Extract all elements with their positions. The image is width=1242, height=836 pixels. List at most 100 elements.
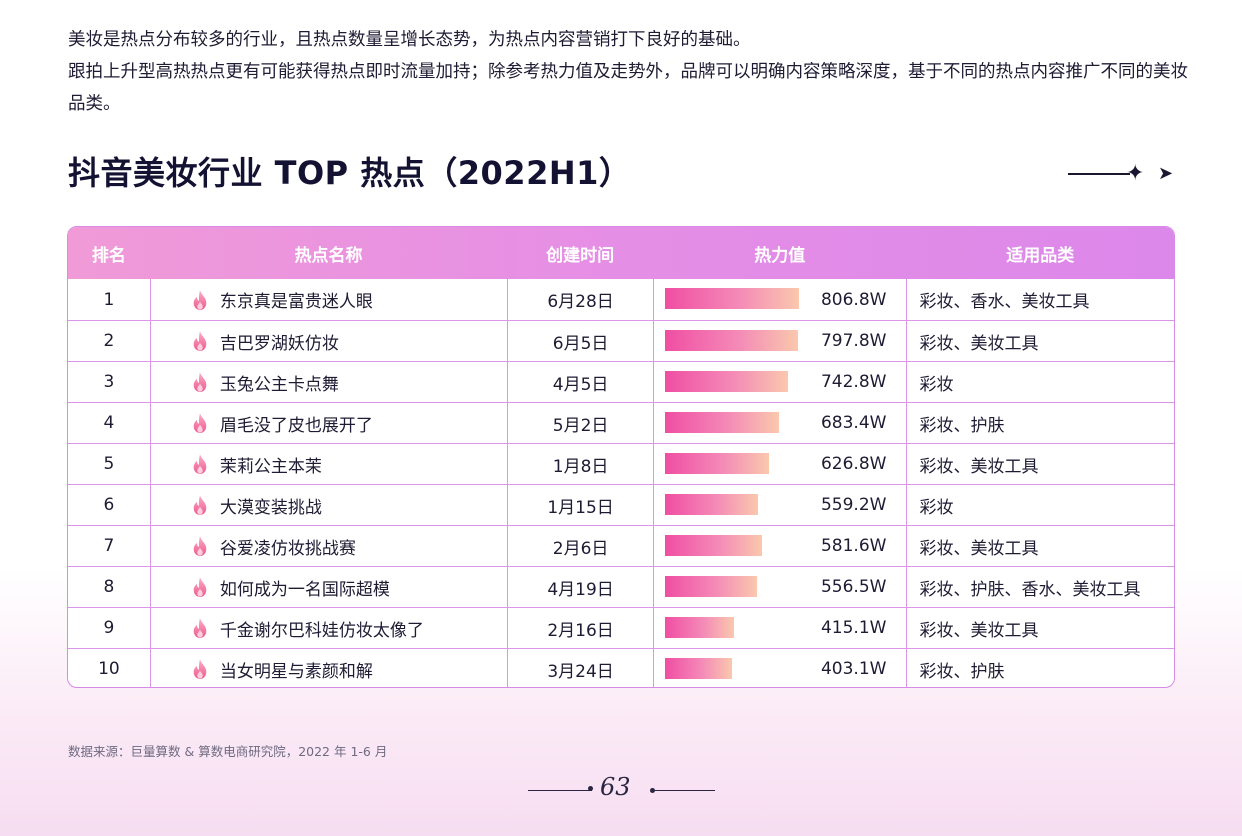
- flame-icon: [191, 576, 209, 598]
- hotspot-name: 如何成为一名国际超模: [219, 579, 390, 600]
- category-cell: 彩妆: [906, 485, 1174, 525]
- table-row: 5 茉莉公主本茉 1月8日 626.8W 彩妆、美妆工具: [68, 443, 1174, 484]
- heat-bar: [664, 288, 799, 309]
- rank-cell: 4: [103, 413, 115, 433]
- heat-cell: 806.8W: [652, 279, 907, 320]
- date-cell: 3月24日: [507, 649, 653, 687]
- table-row: 8 如何成为一名国际超模 4月19日 556.5W 彩妆、护肤、香水、美妆工具: [68, 566, 1174, 607]
- rank-cell: 7: [103, 536, 115, 556]
- flame-icon: [191, 371, 209, 393]
- heat-bar: [664, 371, 788, 392]
- hotspot-table: 排名 热点名称 创建时间 热力值 适用品类 1 东京真是富贵迷人眼 6月28日 806…: [67, 226, 1175, 688]
- heat-bar: [664, 658, 732, 679]
- intro-line-1: 美妆是热点分布较多的行业，且热点数量呈增长态势，为热点内容营销打下良好的基础。: [68, 30, 751, 50]
- date-cell: 2月16日: [507, 608, 653, 648]
- page-title: 抖音美妆行业 TOP 热点（2022H1）: [68, 154, 632, 192]
- hotspot-name: 吉巴罗湖妖仿妆: [219, 333, 339, 354]
- heat-value: 742.8W: [820, 372, 887, 392]
- name-cell: 茉莉公主本茉: [149, 444, 507, 484]
- heat-cell: 581.6W: [652, 526, 907, 566]
- rank-cell: 1: [103, 289, 115, 310]
- intro-text: 美妆是热点分布较多的行业，且热点数量呈增长态势，为热点内容营销打下良好的基础。 …: [68, 24, 1188, 120]
- date-cell: 4月5日: [507, 362, 653, 402]
- table-body: 1 东京真是富贵迷人眼 6月28日 806.8W 彩妆、香水、美妆工具 2 吉巴罗湖妖仿妆 6…: [68, 279, 1174, 687]
- rank-cell: 9: [103, 618, 115, 638]
- category-cell: 彩妆、护肤: [906, 649, 1174, 687]
- heat-bar: [664, 453, 769, 474]
- name-cell: 玉兔公主卡点舞: [149, 362, 507, 402]
- table-row: 10 当女明星与素颜和解 3月24日 403.1W 彩妆、护肤: [68, 648, 1174, 687]
- table-header: 排名 热点名称 创建时间 热力值 适用品类: [68, 227, 1174, 279]
- heat-value: 797.8W: [820, 331, 887, 351]
- hotspot-name: 眉毛没了皮也展开了: [219, 415, 373, 436]
- heat-value: 806.8W: [820, 289, 887, 310]
- page-deco-line-right: [655, 790, 715, 791]
- heat-cell: 797.8W: [652, 321, 907, 361]
- page-deco-dot-right: [650, 788, 655, 793]
- rank-cell: 6: [103, 495, 115, 515]
- category-cell: 彩妆、美妆工具: [906, 321, 1174, 361]
- flame-icon: [191, 330, 209, 352]
- heat-value: 415.1W: [820, 618, 887, 638]
- hotspot-name: 当女明星与素颜和解: [219, 661, 373, 682]
- table-row: 3 玉兔公主卡点舞 4月5日 742.8W 彩妆: [68, 361, 1174, 402]
- heat-value: 559.2W: [820, 495, 887, 515]
- flame-icon: [191, 617, 209, 639]
- heat-bar: [664, 412, 779, 433]
- date-cell: 4月19日: [507, 567, 653, 607]
- name-cell: 吉巴罗湖妖仿妆: [149, 321, 507, 361]
- table-row: 6 大漠变装挑战 1月15日 559.2W 彩妆: [68, 484, 1174, 525]
- flame-icon: [191, 535, 209, 557]
- category-cell: 彩妆、护肤: [906, 403, 1174, 443]
- date-cell: 2月6日: [507, 526, 653, 566]
- page-deco-line-left: [528, 790, 592, 791]
- hotspot-name: 茉莉公主本茉: [219, 456, 322, 477]
- heat-cell: 742.8W: [652, 362, 907, 402]
- name-cell: 当女明星与素颜和解: [149, 649, 507, 687]
- flame-icon: [191, 412, 209, 434]
- sparkle-icon: ✦: [1126, 161, 1145, 186]
- hotspot-name: 千金谢尔巴科娃仿妆太像了: [219, 620, 424, 641]
- name-cell: 千金谢尔巴科娃仿妆太像了: [149, 608, 507, 648]
- date-cell: 1月8日: [507, 444, 653, 484]
- rank-cell: 10: [98, 659, 120, 679]
- header-category: 适用品类: [1006, 245, 1075, 266]
- name-cell: 大漠变装挑战: [149, 485, 507, 525]
- rank-cell: 3: [103, 372, 115, 392]
- flame-icon: [191, 658, 209, 680]
- table-row: 4 眉毛没了皮也展开了 5月2日 683.4W 彩妆、护肤: [68, 402, 1174, 443]
- date-cell: 1月15日: [507, 485, 653, 525]
- header-name: 热点名称: [294, 245, 363, 266]
- hotspot-name: 东京真是富贵迷人眼: [219, 292, 373, 312]
- name-cell: 如何成为一名国际超模: [149, 567, 507, 607]
- heat-cell: 415.1W: [652, 608, 907, 648]
- table-row: 7 谷爱凌仿妆挑战赛 2月6日 581.6W 彩妆、美妆工具: [68, 525, 1174, 566]
- name-cell: 眉毛没了皮也展开了: [149, 403, 507, 443]
- data-source: 数据来源：巨量算数 & 算数电商研究院，2022 年 1-6 月: [68, 744, 388, 759]
- heat-cell: 559.2W: [652, 485, 907, 525]
- heat-value: 403.1W: [820, 659, 887, 679]
- table-row: 1 东京真是富贵迷人眼 6月28日 806.8W 彩妆、香水、美妆工具: [68, 279, 1174, 320]
- page-number: 63: [600, 773, 631, 801]
- heat-bar: [664, 535, 762, 556]
- header-rank: 排名: [91, 245, 126, 266]
- heat-cell: 626.8W: [652, 444, 907, 484]
- category-cell: 彩妆、美妆工具: [906, 526, 1174, 566]
- hotspot-name: 大漠变装挑战: [219, 497, 322, 518]
- heat-bar: [664, 330, 798, 351]
- date-cell: 5月2日: [507, 403, 653, 443]
- table-row: 2 吉巴罗湖妖仿妆 6月5日 797.8W 彩妆、美妆工具: [68, 320, 1174, 361]
- name-cell: 谷爱凌仿妆挑战赛: [149, 526, 507, 566]
- header-heat: 热力值: [754, 245, 806, 266]
- flame-icon: [191, 453, 209, 475]
- header-date: 创建时间: [546, 245, 615, 266]
- heat-bar: [664, 576, 757, 597]
- flame-icon: [191, 289, 209, 311]
- heat-cell: 403.1W: [652, 649, 907, 687]
- heat-value: 581.6W: [820, 536, 887, 556]
- flame-icon: [191, 494, 209, 516]
- heat-value: 556.5W: [820, 577, 887, 597]
- table-row: 9 千金谢尔巴科娃仿妆太像了 2月16日 415.1W 彩妆、美妆工具: [68, 607, 1174, 648]
- hotspot-name: 谷爱凌仿妆挑战赛: [219, 538, 356, 559]
- title-deco-line: [1068, 173, 1130, 175]
